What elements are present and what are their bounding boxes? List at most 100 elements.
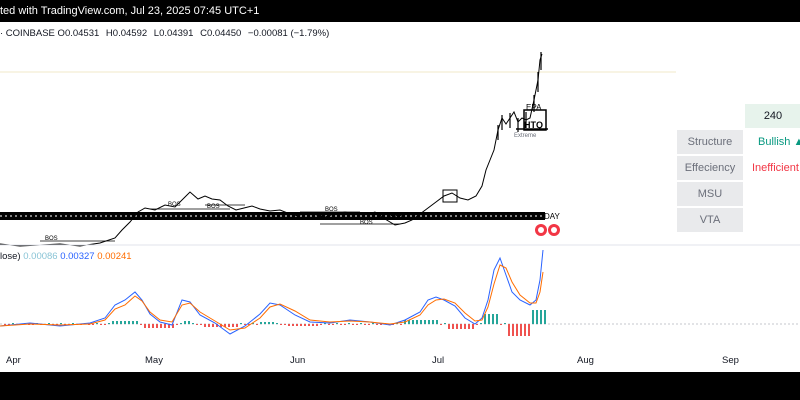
- histogram-bar: [508, 324, 510, 336]
- axis-label-sep: Sep: [722, 355, 739, 366]
- histogram-bar: [232, 324, 234, 327]
- histogram-bar: [120, 321, 122, 324]
- candle-wicks: [497, 52, 542, 140]
- histogram-bar: [4, 324, 6, 325]
- histogram-bar: [412, 320, 414, 324]
- histogram-bar: [276, 323, 278, 324]
- extreme-label: Extreme: [514, 133, 537, 139]
- axis-label-jul: Jul: [432, 355, 445, 366]
- order-block-box: [442, 189, 458, 203]
- histogram-bar: [444, 323, 446, 324]
- histogram-bar: [528, 324, 530, 336]
- histogram-bar: [424, 320, 426, 324]
- bos-zone-band: [0, 212, 545, 220]
- open-value: 0.04531: [64, 28, 100, 39]
- histogram-bar: [472, 324, 474, 329]
- indicator-legend: lose) 0.00086 0.00327 0.00241: [0, 250, 132, 264]
- histogram-bar: [520, 324, 522, 336]
- histogram-bar: [504, 323, 506, 324]
- histogram-bar: [252, 323, 254, 324]
- msu-label-cell: MSU: [676, 181, 744, 207]
- bos-label-4: BOS: [325, 207, 338, 213]
- histogram-bar: [372, 323, 374, 324]
- histogram-bar: [132, 321, 134, 324]
- bos-label-6: BOS: [390, 216, 403, 222]
- histogram-bar: [516, 324, 518, 336]
- histogram-bar: [512, 324, 514, 336]
- indicator-macd-value: 0.00327: [60, 251, 95, 262]
- histogram-bar: [144, 324, 146, 328]
- close-key: C: [200, 28, 207, 39]
- timeframe-value: 240: [763, 110, 783, 122]
- histogram-bar: [96, 323, 98, 324]
- histogram-bar: [220, 324, 222, 327]
- histogram-bar: [184, 321, 186, 324]
- histogram-bar: [156, 324, 158, 328]
- histogram-bar: [60, 323, 62, 324]
- high-value: 0.04592: [112, 28, 148, 39]
- histogram-bar: [376, 324, 378, 325]
- histogram-bar: [104, 324, 106, 325]
- histogram-bar: [72, 323, 74, 324]
- histogram-bar: [124, 321, 126, 324]
- histogram-bar: [100, 324, 102, 325]
- structure-label-cell: Structure: [676, 129, 744, 155]
- change-value: −0.00081 (−1.79%): [247, 28, 330, 39]
- msu-label: MSU: [697, 188, 723, 200]
- histogram-bar: [524, 324, 526, 336]
- histogram-bar: [324, 323, 326, 324]
- histogram-bar: [292, 324, 294, 326]
- histogram-bar: [364, 324, 366, 325]
- histogram-bar: [172, 324, 174, 328]
- histogram-bar: [204, 324, 206, 327]
- histogram-bar: [352, 324, 354, 325]
- histogram-bar: [304, 324, 306, 326]
- symbol-prefix[interactable]: · COINBASE: [0, 28, 55, 39]
- histogram-bar: [484, 314, 486, 324]
- histogram-bar: [440, 324, 442, 325]
- time-axis[interactable]: Apr May Jun Jul Aug Sep: [0, 353, 800, 369]
- histogram-bar: [436, 320, 438, 324]
- histogram-bar: [532, 310, 534, 324]
- histogram-bar: [316, 324, 318, 326]
- vta-label-cell: VTA: [676, 207, 744, 233]
- histogram-bar: [476, 324, 478, 325]
- histogram-bar: [148, 324, 150, 328]
- histogram-bar: [244, 324, 246, 325]
- close-value: 0.04450: [206, 28, 242, 39]
- histogram-bar: [256, 324, 258, 325]
- histogram-bar: [348, 323, 350, 324]
- histogram-bar: [260, 322, 262, 324]
- histogram-bar: [452, 324, 454, 329]
- histogram-bar: [380, 324, 382, 325]
- histogram-bar: [112, 321, 114, 324]
- histogram-bar: [268, 322, 270, 324]
- histogram-bar: [428, 320, 430, 324]
- epa-label: EPA: [526, 103, 542, 112]
- histogram-bar: [216, 324, 218, 327]
- structure-value: Bullish ▲: [758, 136, 800, 148]
- axis-label-aug: Aug: [577, 355, 594, 366]
- efficiency-label: Effeciency: [684, 162, 736, 174]
- histogram-bar: [432, 320, 434, 324]
- histogram-bar: [408, 320, 410, 324]
- htq-label: HTQ: [524, 120, 543, 130]
- histogram-bar: [224, 324, 226, 327]
- histogram-bar: [500, 324, 502, 325]
- axis-label-jun: Jun: [290, 355, 306, 366]
- histogram-bar: [448, 324, 450, 329]
- price-chart[interactable]: BOS BOS BOS BOS BOS BOS EPA HTQ Extreme …: [0, 22, 800, 354]
- histogram-bar: [288, 324, 290, 326]
- histogram-bar: [212, 324, 214, 327]
- indicator-histogram-value: 0.00086: [23, 251, 58, 262]
- structure-label: Structure: [687, 136, 733, 148]
- low-key: L: [153, 28, 160, 39]
- histogram-bar: [8, 324, 10, 325]
- open-key: O: [57, 28, 65, 39]
- histogram-bar: [192, 323, 194, 324]
- low-value: 0.04391: [159, 28, 194, 39]
- histogram-bar: [140, 324, 142, 325]
- caption-text: ted with TradingView.com, Jul 23, 2025 0…: [0, 5, 260, 17]
- histogram-bar: [264, 322, 266, 324]
- indicator-name[interactable]: lose): [0, 251, 21, 262]
